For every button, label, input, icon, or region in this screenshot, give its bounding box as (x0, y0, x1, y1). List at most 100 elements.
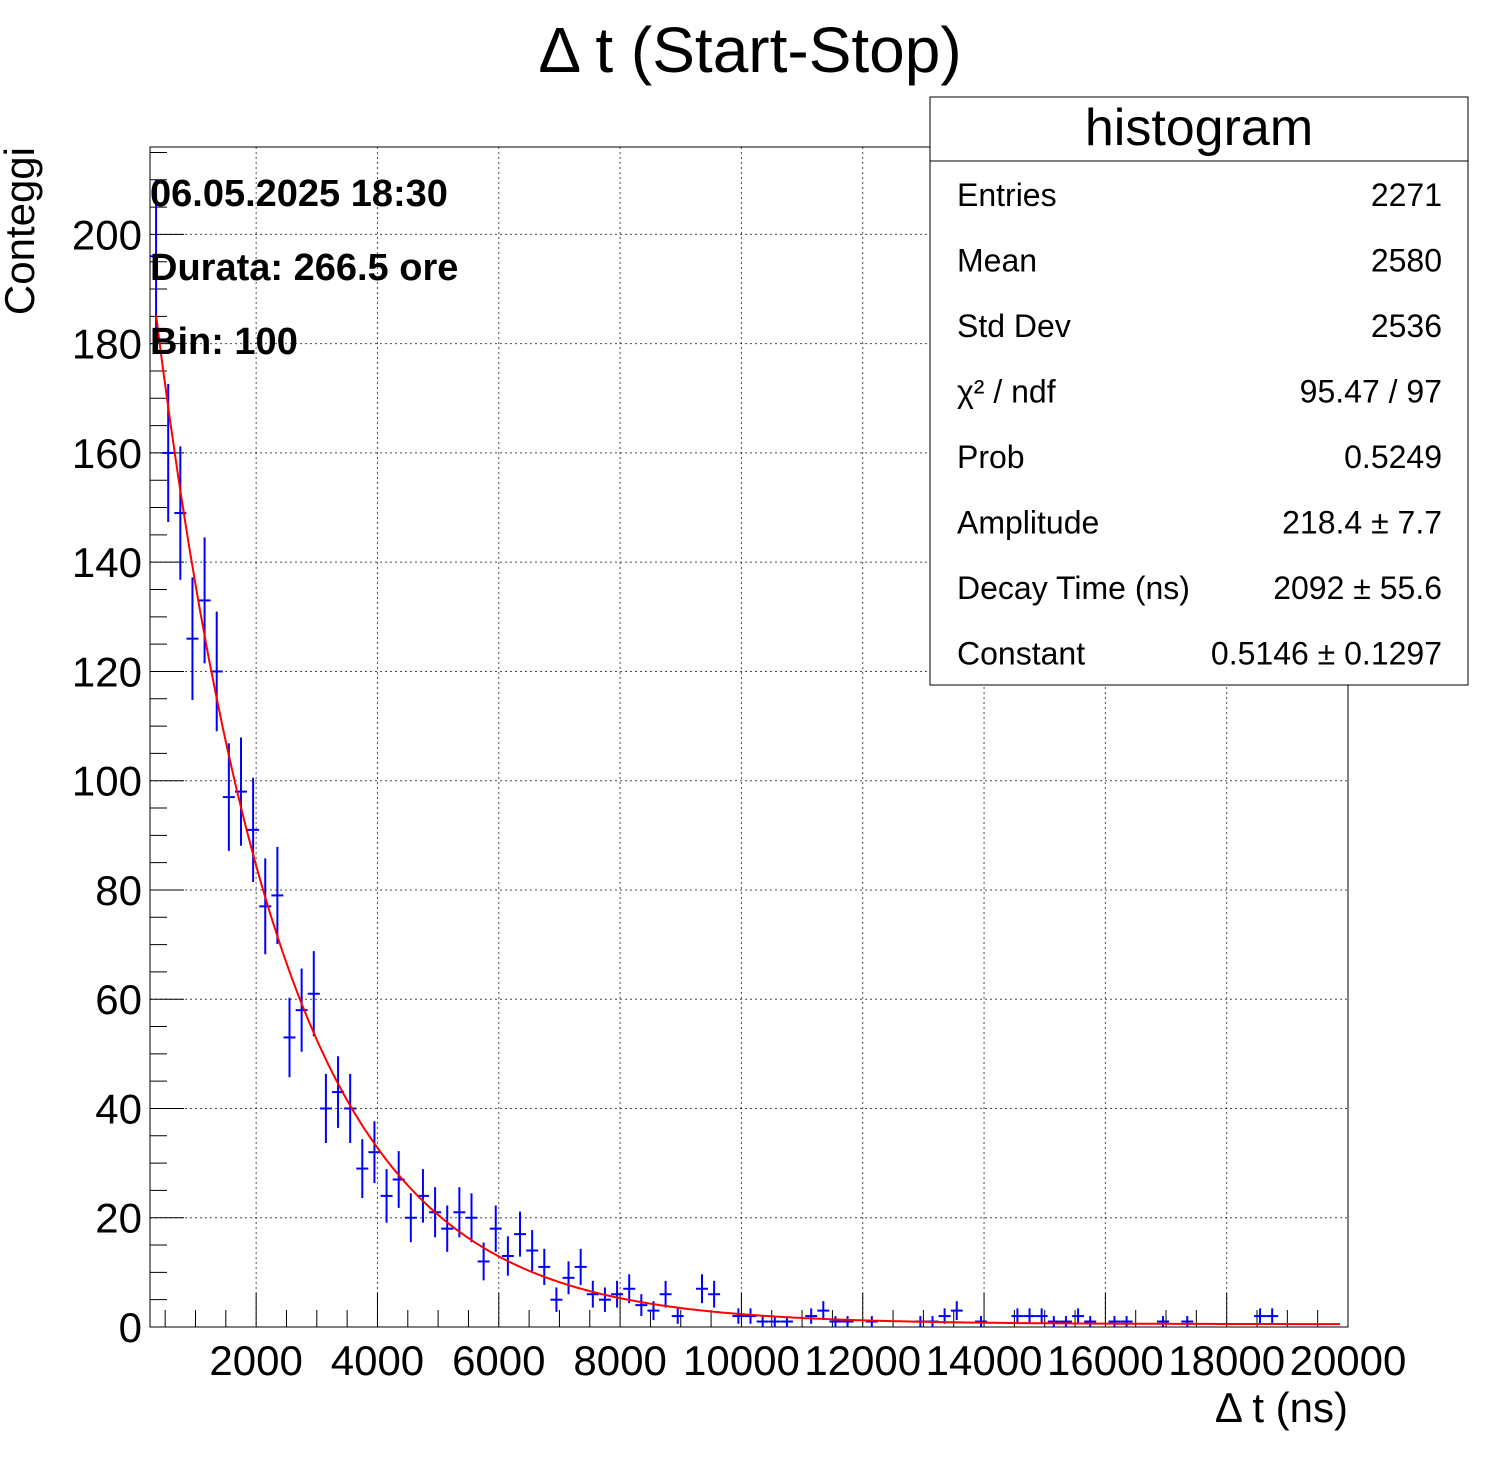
y-tick-label: 100 (72, 758, 142, 805)
stats-row-value: 0.5249 (1344, 439, 1442, 475)
data-point (671, 1308, 684, 1324)
annotation-date: 06.05.2025 18:30 (150, 173, 448, 215)
data-point (841, 1316, 854, 1327)
data-point (295, 968, 308, 1052)
annotation-duration: Durata: 266.5 ore (150, 247, 458, 289)
stats-row-value: 2271 (1371, 177, 1442, 213)
data-point (344, 1073, 357, 1144)
data-point (817, 1301, 830, 1321)
data-point (210, 611, 223, 732)
y-tick-label: 200 (72, 211, 142, 258)
data-point (611, 1280, 624, 1308)
data-point (732, 1308, 745, 1324)
data-point (1108, 1316, 1121, 1327)
data-point (380, 1169, 393, 1223)
y-tick-label: 120 (72, 648, 142, 695)
data-point (1011, 1308, 1024, 1324)
data-point (271, 846, 284, 944)
stats-row-label: Amplitude (957, 505, 1099, 541)
stats-row-label: Decay Time (ns) (957, 570, 1190, 606)
data-point (550, 1287, 563, 1312)
stats-box-header: histogram (1085, 99, 1313, 157)
data-point (1157, 1316, 1169, 1327)
stats-row-label: Prob (957, 439, 1025, 475)
x-tick-label: 4000 (331, 1337, 424, 1384)
data-point (950, 1301, 963, 1321)
stats-box: histogram Entries 2271 Mean 2580 Std Dev 2536… (929, 96, 1469, 686)
x-tick-label: 10000 (683, 1337, 800, 1384)
data-point (356, 1139, 369, 1198)
data-point (756, 1316, 769, 1327)
stats-row-value: 2580 (1371, 243, 1442, 279)
y-tick-label: 80 (95, 867, 142, 914)
data-point (307, 951, 320, 1037)
stats-row-value: 95.47 / 97 (1300, 374, 1442, 410)
x-tick-label: 8000 (573, 1337, 666, 1384)
y-tick-label: 180 (72, 321, 142, 368)
data-point (283, 997, 296, 1078)
data-point (562, 1261, 575, 1295)
data-point (805, 1308, 818, 1324)
data-point (501, 1236, 514, 1276)
data-point (1266, 1308, 1279, 1324)
data-point (829, 1316, 842, 1327)
y-tick-label: 40 (95, 1085, 142, 1132)
stats-row-value: 2536 (1371, 308, 1442, 344)
data-point (1035, 1308, 1048, 1324)
data-point (1084, 1316, 1097, 1327)
data-point (975, 1316, 988, 1327)
y-axis-title: Conteggi (0, 147, 43, 315)
data-point (368, 1121, 381, 1184)
y-tick-label: 160 (72, 430, 142, 477)
data-point (1254, 1308, 1267, 1324)
data-point (465, 1193, 478, 1243)
chart-title: Δ t (Start-Stop) (538, 14, 961, 86)
data-point (659, 1280, 672, 1308)
data-point (247, 777, 260, 882)
data-point (1120, 1316, 1133, 1327)
x-axis-title: Δ t (ns) (1215, 1384, 1348, 1431)
data-point (259, 858, 272, 955)
data-point (514, 1211, 527, 1257)
data-point (1072, 1308, 1085, 1324)
stats-row-value: 0.5146 ± 0.1297 (1211, 636, 1442, 672)
data-point (586, 1280, 599, 1308)
data-point (1023, 1308, 1036, 1324)
fit-curve-layer (155, 314, 1341, 1326)
stats-row-label: χ² / ndf (957, 374, 1056, 410)
stats-row-label: Entries (957, 177, 1057, 213)
data-point (1181, 1316, 1194, 1327)
plot-frame (149, 146, 1349, 1328)
x-tick-label: 6000 (452, 1337, 545, 1384)
data-point (453, 1187, 466, 1238)
data-point (768, 1316, 781, 1327)
data-point (404, 1193, 417, 1243)
data-point (708, 1280, 721, 1308)
x-tick-label: 18000 (1168, 1337, 1285, 1384)
x-tick-label: 16000 (1047, 1337, 1164, 1384)
x-tick-label: 14000 (926, 1337, 1043, 1384)
data-point (526, 1230, 539, 1271)
stats-rows: Entries 2271 Mean 2580 Std Dev 2536 χ² / ndf 95… (957, 177, 1442, 672)
x-tick-label: 20000 (1290, 1337, 1407, 1384)
data-point (222, 743, 235, 851)
stats-row-label: Std Dev (957, 308, 1071, 344)
data-point (695, 1274, 708, 1304)
data-point (150, 179, 163, 333)
y-tick-label: 20 (95, 1195, 142, 1242)
data-point (538, 1248, 551, 1286)
data-point (489, 1205, 502, 1252)
y-tick-label: 60 (95, 976, 142, 1023)
stats-box-frame (929, 96, 1469, 686)
data-point (623, 1274, 636, 1304)
data-point (198, 537, 211, 664)
stats-row-label: Constant (957, 636, 1085, 672)
data-point (635, 1294, 648, 1317)
annotation-bins: Bin: 100 (150, 321, 298, 363)
x-tick-label: 2000 (209, 1337, 302, 1384)
data-point (441, 1205, 454, 1252)
fit-curve (155, 314, 1341, 1326)
data-point (186, 577, 199, 700)
data-point (1047, 1316, 1060, 1327)
